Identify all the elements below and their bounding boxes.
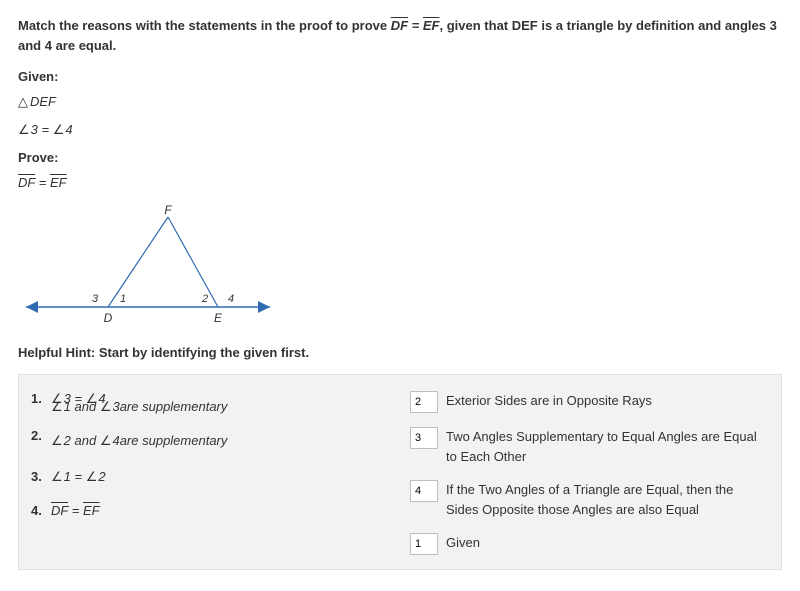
proof-box: 1. 3 = 4 2. 1 and 3are supplementary 2 a… bbox=[18, 374, 782, 570]
reason-4: Given bbox=[410, 533, 769, 555]
label-angle-1: 1 bbox=[120, 293, 126, 305]
reason-3: If the Two Angles of a Triangle are Equa… bbox=[410, 480, 769, 519]
statement-3: 3. 1 = 2 bbox=[31, 469, 390, 485]
reason-input-2[interactable] bbox=[410, 427, 438, 449]
label-D: D bbox=[104, 311, 113, 325]
label-E: E bbox=[214, 311, 223, 325]
given-heading: Given: bbox=[18, 69, 782, 84]
reason-text-3: If the Two Angles of a Triangle are Equa… bbox=[446, 480, 769, 519]
prove-line: DF = EF bbox=[18, 175, 782, 190]
reasons-column: Exterior Sides are in Opposite Rays Two … bbox=[410, 385, 769, 557]
reason-text-2: Two Angles Supplementary to Equal Angles… bbox=[446, 427, 769, 466]
statement-2: 2. 1 and 3are supplementary 2 and 4are s… bbox=[31, 421, 390, 449]
label-F: F bbox=[164, 203, 172, 217]
triangle-diagram: F D E 3 1 2 4 bbox=[18, 202, 782, 335]
given-angle-eq: 3 = 4 bbox=[18, 122, 782, 138]
helpful-hint: Helpful Hint: Start by identifying the g… bbox=[18, 345, 782, 360]
reason-text-1: Exterior Sides are in Opposite Rays bbox=[446, 391, 769, 411]
reason-1: Exterior Sides are in Opposite Rays bbox=[410, 391, 769, 413]
prompt-part1: Match the reasons with the statements in… bbox=[18, 18, 391, 33]
reason-2: Two Angles Supplementary to Equal Angles… bbox=[410, 427, 769, 466]
statement-4: 4. DF = EF bbox=[31, 503, 390, 518]
prompt-text: Match the reasons with the statements in… bbox=[18, 16, 782, 55]
prompt-eq: = bbox=[408, 18, 423, 33]
statements-column: 1. 3 = 4 2. 1 and 3are supplementary 2 a… bbox=[31, 385, 390, 557]
prompt-seg1: DF bbox=[391, 18, 408, 33]
label-angle-4: 4 bbox=[228, 293, 234, 305]
reason-input-1[interactable] bbox=[410, 391, 438, 413]
label-angle-3: 3 bbox=[92, 293, 99, 305]
reason-input-4[interactable] bbox=[410, 533, 438, 555]
label-angle-2: 2 bbox=[201, 293, 208, 305]
prompt-seg2: EF bbox=[423, 18, 440, 33]
reason-text-4: Given bbox=[446, 533, 769, 553]
given-triangle: DEF bbox=[18, 94, 782, 110]
reason-input-3[interactable] bbox=[410, 480, 438, 502]
prove-heading: Prove: bbox=[18, 150, 782, 165]
